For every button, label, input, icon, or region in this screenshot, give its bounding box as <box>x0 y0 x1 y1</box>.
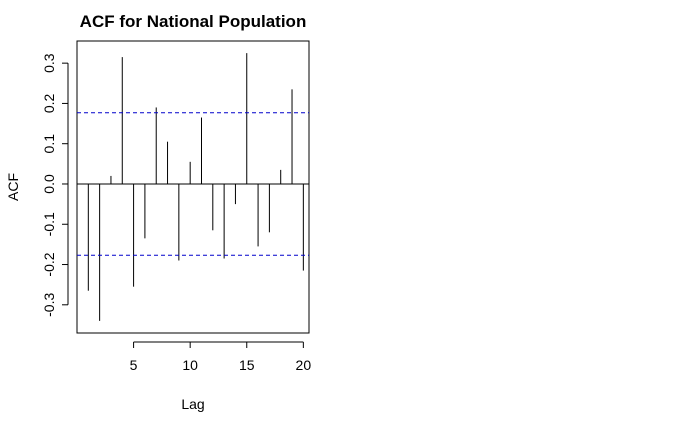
y-tick-label: 0.2 <box>41 93 57 113</box>
y-tick-label: -0.1 <box>41 212 57 236</box>
x-axis: 5 10 15 20 <box>130 341 312 373</box>
y-tick-label: -0.2 <box>41 252 57 276</box>
x-tick-label: 10 <box>182 357 198 373</box>
x-tick-label: 20 <box>296 357 312 373</box>
x-tick-label: 5 <box>130 357 138 373</box>
confidence-bands <box>77 112 309 256</box>
y-axis-label: ACF <box>5 173 21 201</box>
acf-bars <box>77 53 309 321</box>
y-axis: -0.3 -0.2 -0.1 0.0 0.1 0.2 0.3 <box>41 53 69 317</box>
chart-title: ACF for National Population <box>80 12 307 31</box>
y-tick-label: 0.1 <box>41 134 57 154</box>
plot-frame <box>76 40 310 334</box>
x-tick-label: 15 <box>239 357 255 373</box>
y-tick-label: 0.3 <box>41 53 57 73</box>
x-axis-label: Lag <box>181 396 204 412</box>
y-tick-label: 0.0 <box>41 174 57 194</box>
y-tick-label: -0.3 <box>41 293 57 317</box>
